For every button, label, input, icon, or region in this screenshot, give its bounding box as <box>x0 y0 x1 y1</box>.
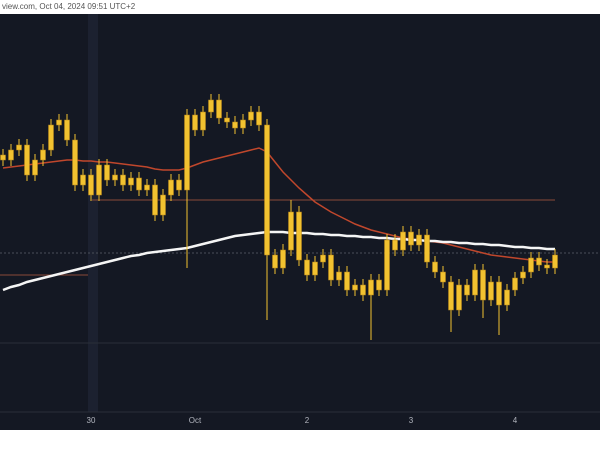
candle-body <box>408 231 414 246</box>
candle-body <box>88 174 94 196</box>
x-tick-label: 3 <box>409 416 414 425</box>
candle-body <box>304 259 310 276</box>
x-tick-label: 4 <box>513 416 518 425</box>
candle-body <box>480 269 486 301</box>
candle-body <box>280 249 286 269</box>
candle-body <box>528 257 534 273</box>
candle-body <box>416 234 422 246</box>
candle-body <box>40 149 46 161</box>
candle-body <box>536 257 542 266</box>
candle-body <box>96 164 102 196</box>
candle-body <box>200 111 206 131</box>
candle-body <box>192 114 198 131</box>
candle-body <box>120 174 126 186</box>
candle-body <box>368 279 374 296</box>
moving-average <box>2 147 555 263</box>
candle-body <box>360 284 366 296</box>
candle-body <box>112 174 118 181</box>
candle-body <box>320 254 326 263</box>
candle-body <box>136 177 142 191</box>
candle-body <box>296 211 302 261</box>
candle-body <box>552 254 558 269</box>
candle-body <box>128 177 134 186</box>
candle-body <box>32 159 38 176</box>
candle-body <box>400 231 406 251</box>
candle-body <box>328 254 334 281</box>
candle-body <box>168 179 174 196</box>
candle-body <box>464 284 470 296</box>
candle-body <box>344 271 350 291</box>
candle-body <box>232 121 238 129</box>
candle-body <box>48 124 54 151</box>
highlight-band <box>88 14 98 412</box>
candle-body <box>312 261 318 276</box>
candle-body <box>472 269 478 296</box>
candle-body <box>520 271 526 279</box>
candle-body <box>424 234 430 263</box>
x-tick-label: Oct <box>189 416 202 425</box>
candle-body <box>104 164 110 181</box>
candle-body <box>24 144 30 176</box>
candle-body <box>384 239 390 291</box>
candle-body <box>432 261 438 273</box>
header-bar <box>0 0 600 14</box>
candle-body <box>448 281 454 311</box>
candle-body <box>16 144 22 151</box>
chart-title: view.com, Oct 04, 2024 09:51 UTC+2 <box>2 2 136 11</box>
x-tick-label: 30 <box>87 416 96 425</box>
candle-body <box>376 279 382 291</box>
candle-body <box>0 154 6 161</box>
candle-body <box>496 281 502 306</box>
candle-body <box>456 284 462 311</box>
candle-body <box>224 117 230 123</box>
candle-body <box>248 111 254 121</box>
candle-body <box>488 281 494 301</box>
moving-average <box>2 230 555 292</box>
candle-body <box>240 119 246 129</box>
candle-body <box>184 114 190 191</box>
candle-body <box>152 184 158 216</box>
candle-body <box>72 139 78 186</box>
candle-body <box>512 277 518 291</box>
candle-body <box>64 119 70 141</box>
candle-body <box>264 124 270 256</box>
footer-bar <box>0 430 600 450</box>
x-tick-label: 2 <box>305 416 310 425</box>
candle-body <box>504 289 510 306</box>
candle-body <box>256 111 262 126</box>
candle-body <box>336 271 342 281</box>
candle-body <box>440 271 446 283</box>
candle-body <box>216 99 222 119</box>
candle-body <box>208 99 214 113</box>
candle-body <box>80 174 86 186</box>
candle-body <box>544 264 550 269</box>
candle-body <box>8 149 14 161</box>
candle-body <box>272 254 278 269</box>
candle-body <box>176 179 182 191</box>
candle-body <box>352 284 358 291</box>
candle-body <box>144 184 150 191</box>
candle-body <box>392 239 398 251</box>
candle-body <box>288 211 294 251</box>
candle-body <box>56 119 62 126</box>
candle-body <box>160 194 166 216</box>
